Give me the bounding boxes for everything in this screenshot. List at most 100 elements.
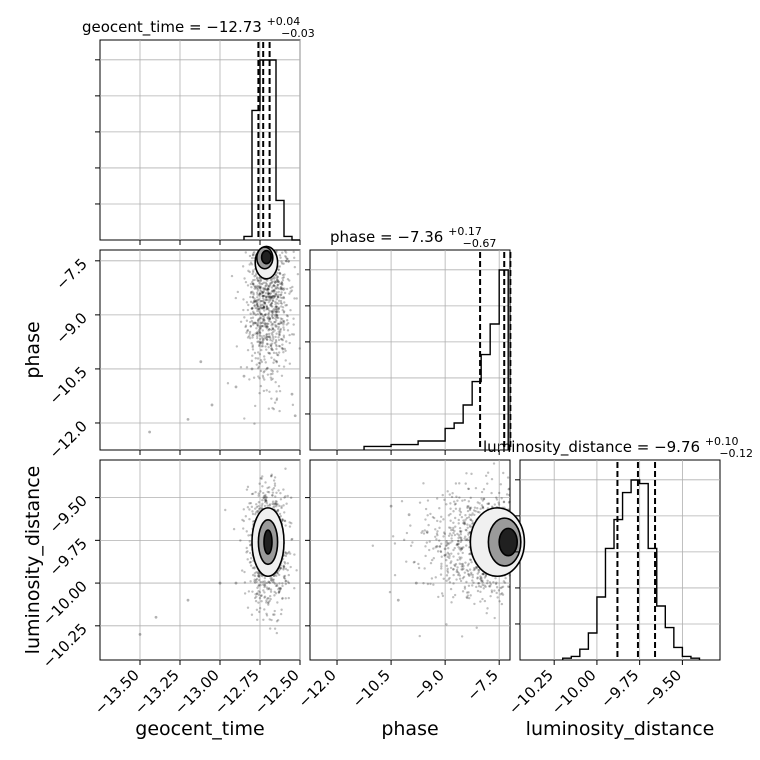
lumdist-vs-geocent-point (275, 620, 279, 623)
lumdist-vs-phase-point (440, 562, 443, 566)
lumdist-vs-geocent-point (264, 495, 267, 498)
phase-vs-geocent-point (262, 318, 265, 321)
phase-vs-geocent-point (282, 319, 286, 323)
lumdist-vs-geocent-point (275, 583, 279, 586)
lumdist-vs-phase-point (461, 564, 465, 568)
phase-vs-geocent-point (262, 304, 266, 308)
phase-vs-geocent-point (261, 291, 264, 294)
phase-vs-geocent-point (278, 333, 281, 336)
lumdist-vs-phase-point (456, 558, 459, 562)
phase-vs-geocent-point (279, 299, 283, 303)
phase-vs-geocent-point (266, 292, 270, 296)
lumdist-vs-phase-point (451, 492, 454, 495)
phase-vs-geocent-point (262, 288, 265, 291)
phase-vs-geocent-point (281, 279, 285, 282)
phase-vs-geocent-point (275, 351, 278, 355)
phase-vs-geocent-point (256, 319, 260, 323)
phase-vs-geocent-point (250, 280, 254, 284)
phase-vs-geocent-point (249, 292, 253, 295)
phase-vs-geocent-point (288, 279, 291, 282)
phase-vs-geocent-point (265, 298, 268, 302)
lumdist-vs-geocent-point (260, 506, 264, 510)
phase-vs-geocent-point (255, 287, 258, 290)
lumdist-vs-geocent-contour (263, 529, 273, 555)
lumdist-vs-phase-point (458, 556, 461, 559)
lumdist-vs-geocent-point (234, 581, 238, 585)
lumdist-vs-geocent-point (285, 552, 288, 556)
lumdist-vs-phase-point (440, 565, 443, 568)
lumdist-vs-geocent-point (267, 601, 270, 605)
phase-vs-geocent-point (243, 277, 246, 280)
phase-vs-geocent-point (278, 254, 282, 257)
lumdist-vs-phase-point (448, 532, 452, 535)
phase-vs-geocent-point (270, 378, 273, 381)
lumdist-vs-geocent-point (282, 566, 285, 570)
lumdist-vs-geocent-point (273, 613, 276, 616)
lumdist-vs-phase-point (450, 495, 454, 499)
lumdist-vs-phase-point (476, 501, 480, 504)
phase-vs-geocent-point (256, 330, 259, 334)
lumdist-vs-phase-point (489, 583, 493, 586)
phase-vs-geocent-point (254, 299, 258, 303)
phase-vs-geocent-point (270, 286, 274, 289)
phase-vs-geocent-point (262, 301, 266, 304)
phase-vs-geocent-point (260, 278, 263, 281)
phase-vs-geocent-point (270, 314, 274, 318)
lumdist-vs-phase-point (482, 497, 486, 500)
lumdist-vs-geocent-point (263, 608, 266, 611)
lumdist-vs-phase-point (470, 472, 473, 476)
phase-vs-geocent-point (277, 280, 280, 284)
phase-vs-geocent-point (268, 317, 271, 321)
lumdist-vs-geocent-point (266, 504, 269, 507)
lumdist-vs-phase-point (469, 552, 472, 556)
phase-vs-geocent-point (272, 291, 275, 294)
lumdist-vs-geocent-point (242, 508, 245, 511)
phase-vs-geocent-point (272, 294, 275, 298)
phase-vs-geocent-point (251, 354, 254, 357)
phase-hist-step (363, 269, 509, 450)
lumdist-vs-phase-point (497, 503, 501, 506)
lumdist-vs-phase-point (457, 539, 460, 543)
phase-vs-geocent-point (258, 362, 262, 365)
phase-vs-geocent-point (280, 346, 284, 350)
phase-vs-geocent-point (282, 328, 286, 331)
phase-vs-geocent-point (186, 417, 190, 421)
lumdist-vs-geocent-point (246, 506, 250, 509)
lumdist-vs-phase-point (455, 543, 459, 546)
phase-vs-geocent-point (268, 282, 272, 285)
phase-vs-geocent-point (273, 285, 277, 288)
lumdist-vs-phase-point (447, 514, 451, 517)
lumdist-vs-geocent-point (276, 601, 279, 604)
lumdist-vs-phase-point (468, 568, 472, 571)
lumdist-vs-phase-point (465, 516, 469, 520)
phase-vs-geocent-point (272, 284, 275, 288)
lumdist-vs-geocent-point (247, 590, 251, 593)
lumdist-vs-phase-point (389, 504, 393, 508)
lumdist-vs-geocent-point (273, 609, 276, 613)
phase-vs-geocent-point (266, 307, 269, 311)
phase-vs-geocent-point (276, 283, 279, 287)
lumdist-vs-geocent-point (273, 574, 276, 578)
luminosity-distance-y-tick-label: −10.00 (39, 577, 91, 629)
phase-vs-geocent-point (269, 338, 272, 342)
lumdist-vs-geocent-point (271, 491, 275, 494)
lumdist-vs-geocent-point (277, 588, 280, 591)
lumdist-vs-phase-point (469, 506, 473, 509)
phase-vs-geocent-point (275, 305, 279, 309)
lumdist-vs-geocent-point (284, 567, 288, 571)
phase-vs-geocent-point (277, 310, 281, 314)
lumdist-vs-geocent-point (248, 517, 251, 521)
lumdist-vs-phase-point (459, 511, 463, 514)
lumdist-vs-phase-point (435, 545, 438, 548)
lumdist-vs-geocent-point (264, 493, 267, 497)
phase-tick-label: −7.5 (464, 666, 502, 704)
lumdist-vs-geocent-point (270, 577, 273, 580)
lumdist-vs-geocent-point (257, 501, 261, 504)
phase-vs-geocent-point (251, 321, 255, 324)
phase-vs-geocent-point (263, 355, 266, 358)
phase-vs-geocent-point (276, 314, 279, 318)
phase-vs-geocent-point (251, 296, 255, 299)
phase-vs-geocent-point (266, 373, 270, 376)
lumdist-vs-geocent-point (254, 581, 257, 584)
lumdist-vs-geocent-point (257, 509, 260, 513)
